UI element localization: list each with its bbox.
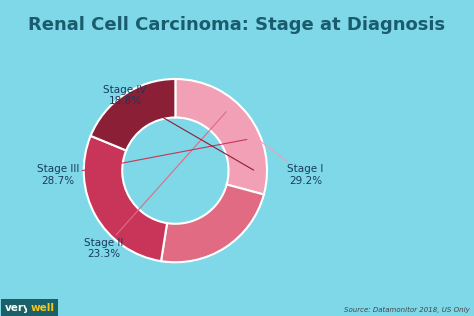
Text: Source: Datamonitor 2018, US Only: Source: Datamonitor 2018, US Only	[344, 307, 469, 313]
Text: Stage II
23.3%: Stage II 23.3%	[84, 112, 226, 259]
Text: Stage I
29.2%: Stage I 29.2%	[198, 94, 324, 186]
Text: Stage III
28.7%: Stage III 28.7%	[37, 139, 247, 186]
Wedge shape	[161, 185, 264, 262]
Wedge shape	[84, 136, 167, 261]
Text: Stage IV
18.8%: Stage IV 18.8%	[103, 85, 254, 170]
Text: well: well	[31, 303, 55, 313]
Text: Renal Cell Carcinoma: Stage at Diagnosis: Renal Cell Carcinoma: Stage at Diagnosis	[28, 16, 446, 34]
Wedge shape	[175, 79, 267, 195]
Wedge shape	[91, 79, 175, 150]
Text: very: very	[5, 303, 30, 313]
